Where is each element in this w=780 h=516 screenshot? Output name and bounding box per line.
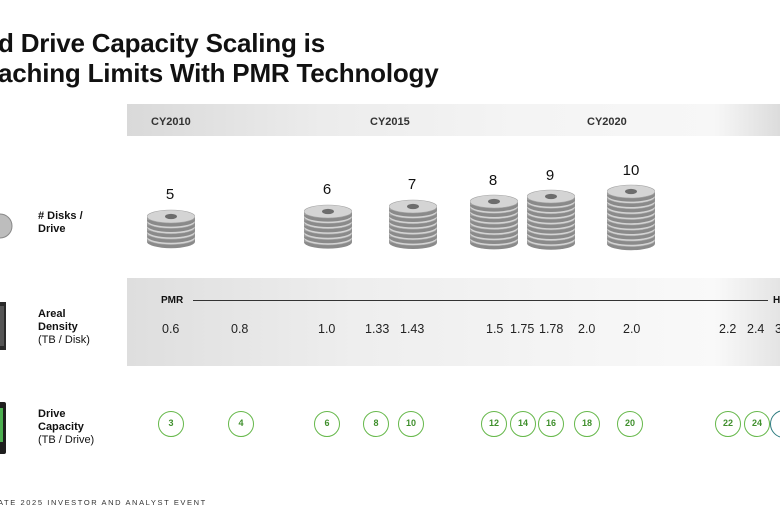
- title-line-2: aching Limits With PMR Technology: [0, 58, 439, 88]
- pmr-label: PMR: [161, 295, 184, 306]
- capacity-row-label: Drive Capacity (TB / Drive): [38, 408, 94, 447]
- spindle-hub: [165, 213, 177, 220]
- areal-density-value: 1.0: [318, 322, 336, 336]
- spindle-hub: [407, 203, 419, 210]
- disks-label-line2: Drive: [38, 223, 66, 235]
- areal-density-value: 1.5: [486, 322, 504, 336]
- capacity-badge: 8: [363, 411, 389, 437]
- disk-stack-graphic: [527, 189, 575, 250]
- areal-density-value: 1.33: [365, 322, 390, 336]
- areal-density-value: 2.2: [719, 322, 737, 336]
- capacity-label-line1: Drive: [38, 408, 66, 420]
- year-label-2020: CY2020: [587, 116, 627, 128]
- disks-row-label: # Disks / Drive: [38, 210, 83, 236]
- capacity-badge: 18: [574, 411, 600, 437]
- spindle-hub: [545, 193, 557, 200]
- next-technology-label: H: [773, 295, 780, 306]
- year-band: [127, 104, 780, 136]
- disk-stack-10: [607, 183, 655, 251]
- disk-stack-graphic: [470, 194, 518, 250]
- areal-density-value: 0.8: [231, 322, 249, 336]
- disk-stack-graphic: [304, 204, 352, 249]
- disk-stack-5: [147, 208, 195, 249]
- areal-density-value: 2.4: [747, 322, 765, 336]
- disk-count-10: 10: [622, 162, 640, 179]
- spindle-hub: [322, 208, 334, 215]
- disk-icon: [0, 213, 13, 239]
- capacity-badge: 14: [510, 411, 536, 437]
- areal-density-value: 2.0: [623, 322, 641, 336]
- spindle-hub: [625, 188, 637, 195]
- capacity-badge: 4: [228, 411, 254, 437]
- disk-stack-7: [389, 198, 437, 249]
- pmr-timeline: [193, 300, 768, 301]
- disk-count-5: 5: [165, 186, 175, 203]
- areal-density-value: 0.6: [162, 322, 180, 336]
- areal-density-band: [127, 278, 780, 366]
- title-line-1: d Drive Capacity Scaling is: [0, 28, 325, 58]
- capacity-badge: 22: [715, 411, 741, 437]
- disk-stack-6: [304, 203, 352, 249]
- areal-density-value: 1.78: [539, 322, 564, 336]
- hard-drive-icon: [0, 402, 6, 454]
- density-label-line3: (TB / Disk): [38, 334, 90, 346]
- next-technology-capacity-badge: [770, 410, 780, 438]
- disk-stack-9: [527, 188, 575, 250]
- disk-count-9: 9: [545, 167, 555, 184]
- capacity-badge: 12: [481, 411, 507, 437]
- disk-stack-8: [470, 193, 518, 250]
- capacity-badge: 6: [314, 411, 340, 437]
- disks-label-line1: # Disks /: [38, 210, 83, 222]
- capacity-badge: 24: [744, 411, 770, 437]
- year-label-2015: CY2015: [370, 116, 410, 128]
- density-label-line2: Density: [38, 321, 78, 333]
- slide-title: d Drive Capacity Scaling is aching Limit…: [0, 28, 439, 88]
- disk-count-7: 7: [407, 176, 417, 193]
- capacity-badge: 3: [158, 411, 184, 437]
- disk-count-6: 6: [322, 181, 332, 198]
- areal-density-value: 2.0: [578, 322, 596, 336]
- areal-density-value: 3: [775, 322, 780, 336]
- capacity-badge: 16: [538, 411, 564, 437]
- areal-density-value: 1.43: [400, 322, 425, 336]
- areal-density-value: 1.75: [510, 322, 535, 336]
- density-label-line1: Areal: [38, 308, 66, 320]
- disk-stack-graphic: [389, 199, 437, 249]
- disk-stack-graphic: [607, 184, 655, 251]
- capacity-badge: 10: [398, 411, 424, 437]
- footer-event-label: ATE 2025 INVESTOR AND ANALYST EVENT: [0, 498, 207, 507]
- capacity-label-line2: Capacity: [38, 421, 84, 433]
- capacity-label-line3: (TB / Drive): [38, 434, 95, 446]
- disk-stack-graphic: [147, 209, 195, 249]
- platter-surface-icon: [0, 302, 6, 350]
- density-row-label: Areal Density (TB / Disk): [38, 308, 90, 347]
- capacity-badge: 20: [617, 411, 643, 437]
- spindle-hub: [488, 198, 500, 205]
- year-label-2010: CY2010: [151, 116, 191, 128]
- disk-count-8: 8: [488, 172, 498, 189]
